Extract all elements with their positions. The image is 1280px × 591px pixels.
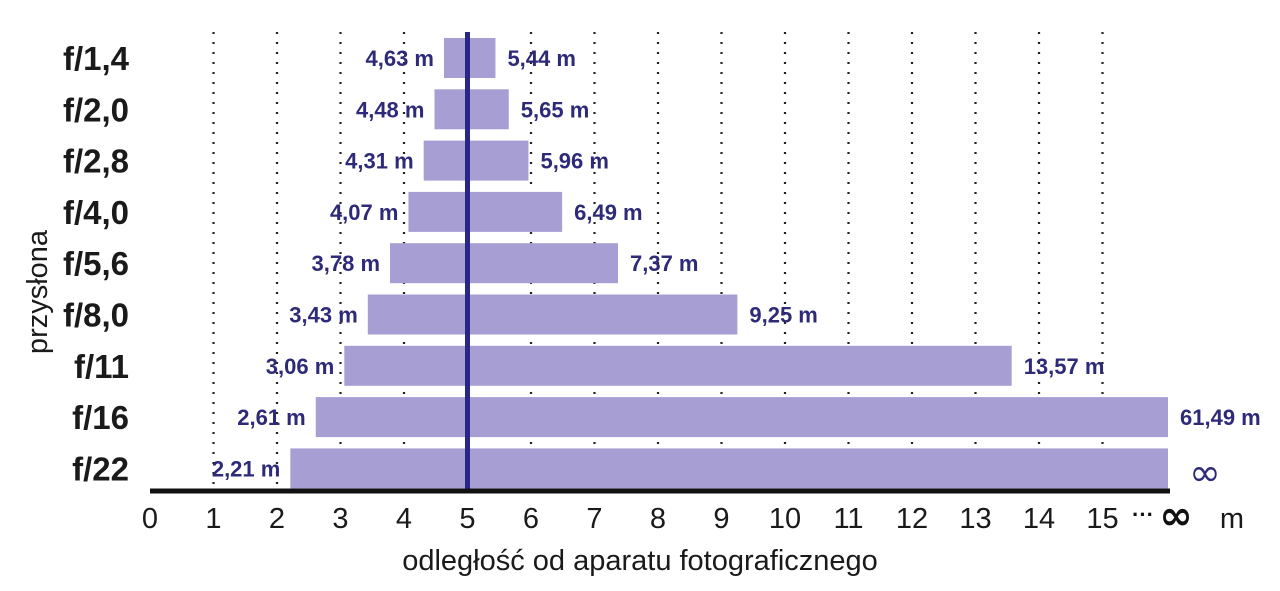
- x-tick-label: 8: [650, 503, 666, 535]
- aperture-label: f/5,6: [63, 245, 129, 282]
- far-limit-label: ∞: [1189, 450, 1221, 494]
- x-tick-label: 11: [833, 503, 863, 535]
- aperture-label: f/2,0: [63, 91, 129, 128]
- x-tick-label: 0: [142, 503, 158, 535]
- near-limit-label: 3,78 m: [312, 251, 381, 276]
- aperture-label: f/22: [72, 450, 129, 487]
- x-axis-title: odległość od aparatu fotograficznego: [402, 545, 878, 577]
- data-labels: 4,63 m 5,44 m 4,48 m 5,65 m 4,31 m 5,96 m 4,07…: [212, 46, 1261, 494]
- x-unit-label: m: [1220, 503, 1244, 535]
- near-limit-label: 3,06 m: [266, 354, 335, 379]
- far-limit-label: 5,65 m: [521, 97, 590, 122]
- far-limit-label: 61,49 m: [1180, 405, 1261, 430]
- aperture-label: f/1,4: [63, 40, 130, 77]
- x-tick-label: 2: [269, 503, 285, 535]
- x-tick-ellipsis: ···: [1132, 502, 1154, 527]
- near-limit-label: 3,43 m: [289, 303, 358, 328]
- near-limit-label: 4,31 m: [345, 149, 414, 174]
- near-limit-label: 4,63 m: [366, 46, 435, 71]
- range-bar: [434, 89, 509, 130]
- y-axis-title: przysłona: [22, 229, 54, 354]
- range-bar: [290, 448, 1169, 489]
- x-tick-label: 13: [959, 503, 991, 535]
- aperture-label: f/4,0: [63, 194, 129, 231]
- x-tick-label: 12: [896, 503, 928, 535]
- far-limit-label: 7,37 m: [630, 251, 699, 276]
- far-limit-label: 6,49 m: [574, 200, 643, 225]
- far-limit-label: 13,57 m: [1024, 354, 1105, 379]
- near-limit-label: 4,48 m: [356, 97, 425, 122]
- x-tick-label: 5: [459, 503, 475, 535]
- x-tick-label: 9: [713, 503, 729, 535]
- range-bar: [423, 140, 529, 181]
- range-bar: [315, 397, 1168, 438]
- range-bar: [344, 345, 1012, 386]
- aperture-labels: f/1,4 f/2,0 f/2,8 f/4,0 f/5,6 f/8,0 f/11 f/16 f/…: [63, 40, 130, 487]
- x-tick-label: 3: [332, 503, 348, 535]
- near-limit-label: 2,61 m: [237, 405, 306, 430]
- near-limit-label: 2,21 m: [212, 456, 281, 481]
- aperture-label: f/8,0: [63, 297, 129, 334]
- x-tick-label: 6: [523, 503, 539, 535]
- range-bars: [290, 38, 1169, 489]
- range-bar: [408, 191, 563, 232]
- aperture-label: f/2,8: [63, 143, 129, 180]
- x-tick-label: 10: [769, 503, 801, 535]
- far-limit-label: 5,96 m: [540, 149, 609, 174]
- aperture-label: f/16: [72, 399, 129, 436]
- x-tick-label: 7: [586, 503, 602, 535]
- x-tick-infinity: ∞: [1159, 493, 1192, 539]
- far-limit-label: 9,25 m: [749, 303, 818, 328]
- x-tick-label: 1: [205, 503, 221, 535]
- x-axis: 0 1 2 3 4 5 6 7 8 9 10 11 12 13 14 15 ∞··· m: [142, 488, 1244, 539]
- x-tick-label: 4: [396, 503, 412, 535]
- aperture-label: f/11: [74, 348, 129, 385]
- x-tick-label: 15: [1086, 503, 1118, 535]
- range-bar: [390, 243, 618, 284]
- x-tick-label: 14: [1023, 503, 1055, 535]
- range-bar: [367, 294, 738, 335]
- near-limit-label: 4,07 m: [330, 200, 399, 225]
- far-limit-label: 5,44 m: [507, 46, 576, 71]
